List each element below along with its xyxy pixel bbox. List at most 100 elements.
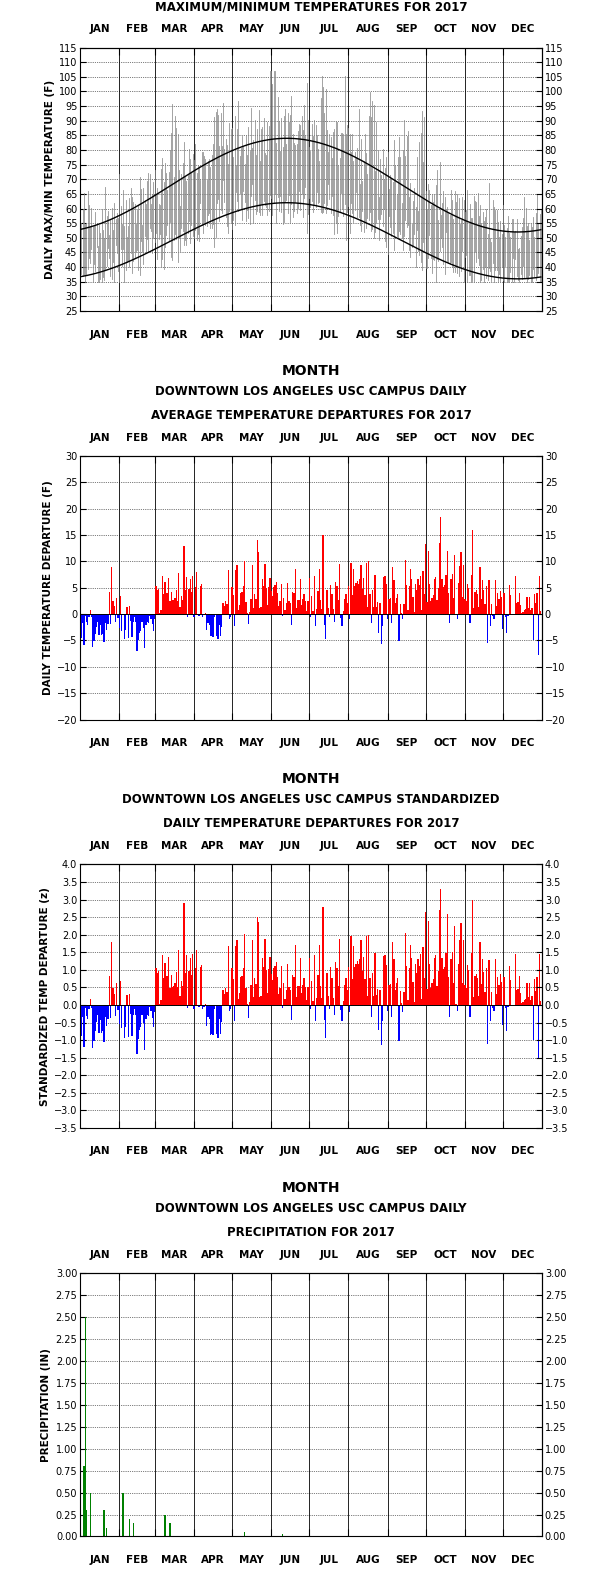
Bar (348, 966, 349, 1004)
Bar (377, 602, 378, 615)
Bar (471, 954, 472, 1004)
Bar (156, 973, 158, 1004)
Bar (83, 1004, 84, 1047)
Bar (431, 984, 432, 1004)
Bar (415, 583, 416, 615)
Text: AUG: AUG (355, 1147, 380, 1156)
Text: AUG: AUG (355, 432, 380, 444)
Text: DOWNTOWN LOS ANGELES USC CAMPUS DAILY: DOWNTOWN LOS ANGELES USC CAMPUS DAILY (155, 1202, 467, 1215)
Text: SEP: SEP (395, 1555, 418, 1565)
Bar (416, 589, 418, 615)
Text: JUL: JUL (319, 1555, 338, 1565)
Bar (400, 992, 401, 1004)
Bar (258, 922, 259, 1004)
Bar (487, 615, 488, 643)
Bar (91, 1004, 92, 1009)
Bar (86, 1510, 87, 1536)
Bar (516, 990, 517, 1004)
Bar (86, 1004, 87, 1015)
Bar (315, 1004, 316, 1022)
Bar (540, 1001, 541, 1004)
Bar (118, 1004, 119, 1011)
Bar (183, 545, 185, 615)
Bar (152, 1004, 153, 1019)
Bar (322, 906, 324, 1004)
Bar (265, 969, 267, 1004)
Bar (344, 599, 345, 615)
Bar (145, 1004, 147, 1020)
Bar (330, 966, 331, 1004)
Bar (154, 1004, 155, 1012)
Bar (147, 615, 148, 623)
Bar (474, 976, 476, 1004)
Bar (320, 599, 321, 615)
Bar (538, 1004, 539, 1060)
Bar (131, 615, 132, 637)
Bar (130, 1004, 131, 1014)
Bar (500, 591, 501, 615)
Bar (493, 1004, 495, 1011)
Bar (130, 615, 131, 621)
Text: SEP: SEP (395, 1250, 418, 1259)
Bar (309, 958, 310, 1004)
Text: DEC: DEC (511, 738, 534, 748)
Bar (425, 911, 426, 1004)
Bar (129, 607, 130, 615)
Bar (167, 976, 168, 1004)
Text: JUL: JUL (319, 1147, 338, 1156)
Bar (108, 592, 110, 615)
Bar (362, 589, 363, 615)
Bar (261, 996, 262, 1004)
Bar (364, 596, 365, 615)
Bar (491, 992, 492, 1004)
Text: JUN: JUN (280, 841, 301, 851)
Bar (321, 998, 322, 1004)
Bar (304, 979, 305, 1004)
Bar (503, 592, 505, 615)
Bar (357, 581, 358, 615)
Bar (439, 543, 440, 615)
Bar (505, 615, 506, 616)
Bar (442, 958, 443, 1004)
Bar (285, 610, 286, 615)
Bar (152, 615, 153, 624)
Bar (329, 1004, 330, 1009)
Bar (389, 599, 391, 615)
Bar (108, 976, 110, 1004)
Bar (522, 611, 524, 615)
Bar (196, 572, 197, 615)
Bar (515, 954, 516, 1004)
Bar (84, 1316, 86, 1536)
Bar (254, 594, 256, 615)
Bar (351, 562, 352, 615)
Bar (423, 570, 424, 615)
Bar (177, 987, 178, 1004)
Bar (387, 1004, 388, 1011)
Bar (96, 615, 97, 627)
Text: FEB: FEB (126, 1147, 148, 1156)
Bar (243, 586, 244, 615)
Bar (219, 615, 220, 626)
Bar (163, 977, 164, 1004)
Bar (334, 1004, 335, 1015)
Bar (99, 1004, 100, 1033)
Bar (142, 1004, 143, 1015)
Bar (302, 985, 304, 1004)
Bar (333, 998, 334, 1004)
Bar (97, 1004, 99, 1015)
Bar (259, 996, 261, 1004)
Bar (469, 615, 471, 623)
Bar (454, 554, 455, 615)
Bar (479, 567, 480, 615)
Bar (357, 961, 358, 1004)
Bar (156, 589, 158, 615)
Bar (163, 594, 164, 615)
Text: MAR: MAR (161, 1250, 187, 1259)
Bar (312, 1001, 314, 1004)
Bar (490, 615, 491, 626)
Bar (158, 971, 159, 1004)
Bar (135, 615, 136, 623)
Text: AUG: AUG (355, 1250, 380, 1259)
Bar (102, 615, 103, 634)
Bar (79, 615, 81, 626)
